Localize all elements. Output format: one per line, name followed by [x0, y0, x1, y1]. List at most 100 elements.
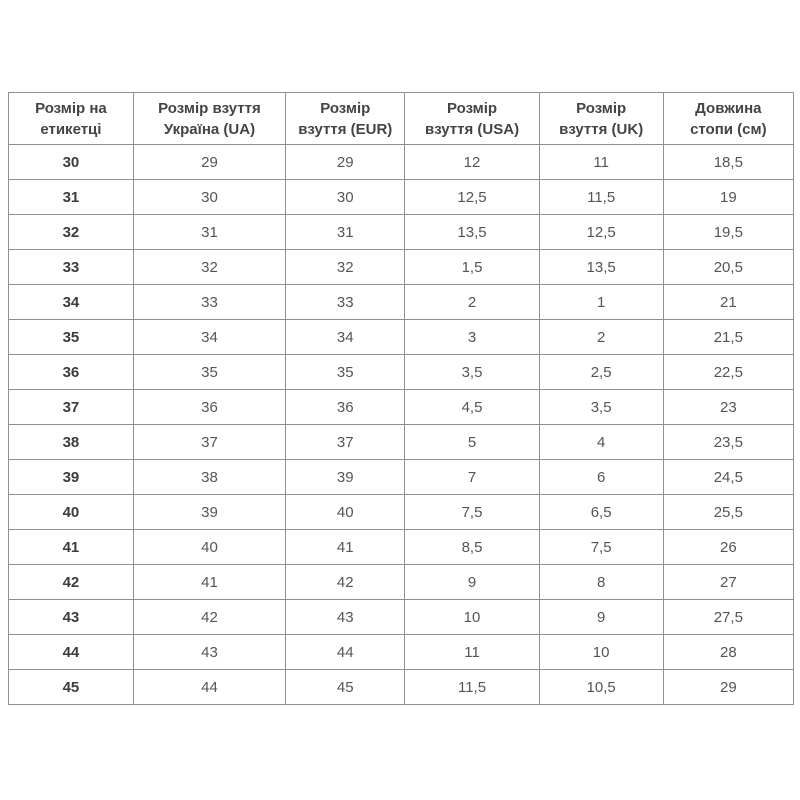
table-cell: 4: [538, 424, 664, 460]
table-cell: 42: [285, 564, 406, 600]
table-row: 35 34 34 3 2 21,5: [8, 319, 795, 355]
table-row: 32 31 31 13,5 12,5 19,5: [8, 214, 795, 250]
table-cell: 11,5: [538, 179, 664, 215]
table-cell: 9: [538, 599, 664, 635]
table-cell: 12,5: [404, 179, 540, 215]
table-cell: 22,5: [662, 354, 795, 390]
column-header: Розмір взуття (EUR): [285, 92, 406, 145]
table-cell: 31: [285, 214, 406, 250]
table-cell: 44: [285, 634, 406, 670]
table-cell: 41: [132, 564, 287, 600]
table-row: 40 39 40 7,5 6,5 25,5: [8, 494, 795, 530]
table-cell: 42: [132, 599, 287, 635]
size-conversion-table: Розмір на етикетці Розмір взуття Україна …: [8, 92, 795, 705]
table-cell: 43: [132, 634, 287, 670]
table-row: 33 32 32 1,5 13,5 20,5: [8, 249, 795, 285]
table-cell: 36: [285, 389, 406, 425]
table-cell: 6: [538, 459, 664, 495]
row-label-cell: 39: [8, 459, 134, 495]
table-cell: 18,5: [662, 144, 795, 180]
table-cell: 5: [404, 424, 540, 460]
row-label-cell: 36: [8, 354, 134, 390]
table-cell: 30: [132, 179, 287, 215]
table-row: 38 37 37 5 4 23,5: [8, 424, 795, 460]
table-cell: 20,5: [662, 249, 795, 285]
table-cell: 10: [404, 599, 540, 635]
table-cell: 1,5: [404, 249, 540, 285]
table-cell: 8,5: [404, 529, 540, 565]
table-cell: 21: [662, 284, 795, 320]
row-label-cell: 32: [8, 214, 134, 250]
table-row: 42 41 42 9 8 27: [8, 564, 795, 600]
table-row: 36 35 35 3,5 2,5 22,5: [8, 354, 795, 390]
table-cell: 26: [662, 529, 795, 565]
row-label-cell: 45: [8, 669, 134, 705]
table-cell: 44: [132, 669, 287, 705]
size-conversion-table-container: Розмір на етикетці Розмір взуття Україна …: [8, 92, 795, 705]
table-cell: 29: [132, 144, 287, 180]
table-header: Розмір на етикетці Розмір взуття Україна …: [8, 92, 795, 145]
table-cell: 28: [662, 634, 795, 670]
table-cell: 6,5: [538, 494, 664, 530]
table-cell: 23,5: [662, 424, 795, 460]
table-cell: 3,5: [404, 354, 540, 390]
table-cell: 33: [132, 284, 287, 320]
table-cell: 27: [662, 564, 795, 600]
table-row: 43 42 43 10 9 27,5: [8, 599, 795, 635]
table-cell: 21,5: [662, 319, 795, 355]
table-cell: 37: [132, 424, 287, 460]
table-cell: 27,5: [662, 599, 795, 635]
table-cell: 34: [285, 319, 406, 355]
table-cell: 41: [285, 529, 406, 565]
row-label-cell: 41: [8, 529, 134, 565]
table-cell: 29: [285, 144, 406, 180]
table-cell: 31: [132, 214, 287, 250]
table-cell: 9: [404, 564, 540, 600]
table-cell: 11: [404, 634, 540, 670]
table-cell: 7,5: [538, 529, 664, 565]
table-cell: 7,5: [404, 494, 540, 530]
table-cell: 30: [285, 179, 406, 215]
table-cell: 37: [285, 424, 406, 460]
table-cell: 19,5: [662, 214, 795, 250]
table-cell: 2: [538, 319, 664, 355]
table-body: 30 29 29 12 11 18,5 31 30 30 12,5 11,5 19 32 31 31 13,5…: [8, 144, 795, 705]
table-cell: 40: [132, 529, 287, 565]
table-cell: 34: [132, 319, 287, 355]
table-row: 37 36 36 4,5 3,5 23: [8, 389, 795, 425]
table-cell: 13,5: [404, 214, 540, 250]
table-cell: 35: [285, 354, 406, 390]
row-label-cell: 42: [8, 564, 134, 600]
table-cell: 11: [538, 144, 664, 180]
table-row: 30 29 29 12 11 18,5: [8, 144, 795, 180]
column-header: Довжина стопи (см): [662, 92, 795, 145]
table-cell: 43: [285, 599, 406, 635]
table-cell: 33: [285, 284, 406, 320]
table-cell: 1: [538, 284, 664, 320]
table-cell: 35: [132, 354, 287, 390]
row-label-cell: 43: [8, 599, 134, 635]
row-label-cell: 31: [8, 179, 134, 215]
table-row: 34 33 33 2 1 21: [8, 284, 795, 320]
table-cell: 13,5: [538, 249, 664, 285]
row-label-cell: 44: [8, 634, 134, 670]
table-cell: 39: [132, 494, 287, 530]
table-cell: 29: [662, 669, 795, 705]
table-cell: 11,5: [404, 669, 540, 705]
table-cell: 3,5: [538, 389, 664, 425]
table-cell: 12: [404, 144, 540, 180]
table-row: 44 43 44 11 10 28: [8, 634, 795, 670]
row-label-cell: 34: [8, 284, 134, 320]
column-header: Розмір взуття (UK): [538, 92, 664, 145]
column-header: Розмір взуття (USA): [404, 92, 540, 145]
table-row: 31 30 30 12,5 11,5 19: [8, 179, 795, 215]
table-cell: 32: [132, 249, 287, 285]
table-cell: 4,5: [404, 389, 540, 425]
table-cell: 19: [662, 179, 795, 215]
table-cell: 38: [132, 459, 287, 495]
table-row: 45 44 45 11,5 10,5 29: [8, 669, 795, 705]
table-cell: 32: [285, 249, 406, 285]
table-cell: 36: [132, 389, 287, 425]
table-cell: 25,5: [662, 494, 795, 530]
table-cell: 24,5: [662, 459, 795, 495]
